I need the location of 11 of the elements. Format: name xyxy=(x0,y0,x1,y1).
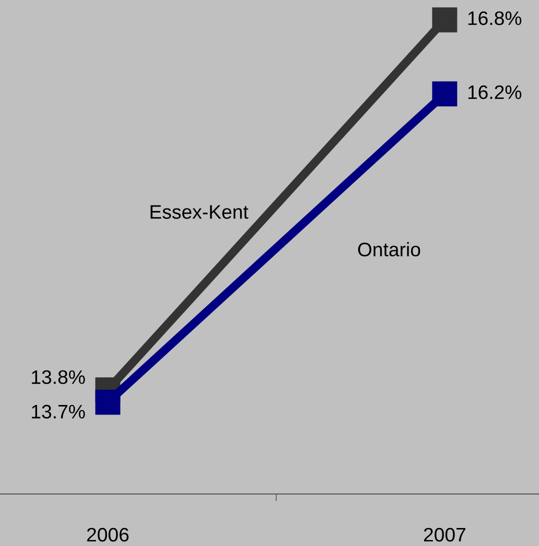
series-label: Essex-Kent xyxy=(150,205,248,219)
data-label: 16.2% xyxy=(468,85,522,100)
data-label: 16.8% xyxy=(468,11,522,26)
point xyxy=(432,81,458,106)
data-label: 13.8% xyxy=(32,370,85,384)
x-tick-label: 2006 xyxy=(87,528,129,542)
x-tick-label: 2007 xyxy=(424,528,466,542)
text: Ontario xyxy=(358,242,420,256)
point xyxy=(95,390,120,415)
point xyxy=(432,7,458,32)
data-label: 13.7% xyxy=(32,404,85,419)
